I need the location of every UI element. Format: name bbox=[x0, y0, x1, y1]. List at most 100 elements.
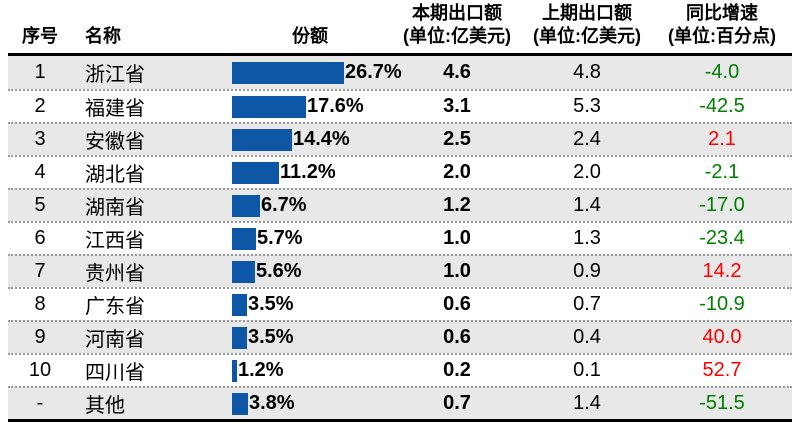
share-cell: 3.5% bbox=[228, 326, 392, 349]
header-current-export: 本期出口额 (单位:亿美元) bbox=[392, 2, 522, 48]
table-body: 1 浙江省 26.7% 4.6 4.8 -4.0 2 福建省 17.6% 3.1… bbox=[8, 56, 792, 422]
table-row: 7 贵州省 5.6% 1.0 0.9 14.2 bbox=[8, 254, 792, 287]
share-label: 5.7% bbox=[257, 227, 303, 249]
share-bar bbox=[232, 194, 260, 217]
share-label: 11.2% bbox=[280, 161, 336, 183]
previous-export-value: 0.4 bbox=[573, 326, 601, 348]
row-name: 江西省 bbox=[85, 230, 145, 252]
row-index: 1 bbox=[34, 61, 46, 83]
current-export-value: 4.6 bbox=[443, 61, 471, 83]
header-no: 序号 bbox=[22, 26, 58, 46]
header-growth-line1: 同比增速 bbox=[686, 3, 758, 23]
share-label: 3.8% bbox=[249, 392, 295, 414]
share-label: 3.5% bbox=[248, 293, 294, 315]
current-export-value: 1.2 bbox=[443, 194, 471, 216]
current-export-value: 0.6 bbox=[443, 326, 471, 348]
share-cell: 17.6% bbox=[228, 95, 392, 118]
row-index: 6 bbox=[34, 227, 46, 249]
row-index: 7 bbox=[34, 260, 46, 282]
share-bar bbox=[232, 326, 247, 349]
yoy-growth-value: 14.2 bbox=[702, 260, 742, 282]
previous-export-value: 2.0 bbox=[573, 161, 601, 183]
header-name: 名称 bbox=[85, 26, 121, 46]
current-export-value: 3.1 bbox=[443, 95, 471, 117]
share-bar bbox=[232, 293, 247, 316]
yoy-growth-value: -17.0 bbox=[699, 194, 745, 216]
current-export-value: 1.0 bbox=[443, 227, 471, 249]
share-bar bbox=[232, 61, 344, 84]
table-row: 4 湖北省 11.2% 2.0 2.0 -2.1 bbox=[8, 155, 792, 188]
table-row: 3 安徽省 14.4% 2.5 2.4 2.1 bbox=[8, 122, 792, 155]
table-row: 2 福建省 17.6% 3.1 5.3 -42.5 bbox=[8, 89, 792, 122]
current-export-value: 2.5 bbox=[443, 128, 471, 150]
share-bar bbox=[232, 392, 248, 415]
row-name: 湖南省 bbox=[85, 197, 145, 219]
row-name: 贵州省 bbox=[85, 263, 145, 285]
row-name: 河南省 bbox=[85, 329, 145, 351]
yoy-growth-value: 52.7 bbox=[702, 359, 742, 381]
share-cell: 3.8% bbox=[228, 392, 392, 415]
share-cell: 11.2% bbox=[228, 161, 392, 184]
export-share-table: 序号 名称 份额 本期出口额 (单位:亿美元) 上期出口额 (单位:亿美元) 同… bbox=[8, 0, 792, 422]
table-header: 序号 名称 份额 本期出口额 (单位:亿美元) 上期出口额 (单位:亿美元) 同… bbox=[8, 0, 792, 56]
row-index: 5 bbox=[34, 194, 46, 216]
previous-export-value: 0.7 bbox=[573, 293, 601, 315]
previous-export-value: 0.1 bbox=[573, 359, 601, 381]
share-bar bbox=[232, 161, 279, 184]
row-name: 广东省 bbox=[85, 296, 145, 318]
share-cell: 6.7% bbox=[228, 194, 392, 217]
share-cell: 26.7% bbox=[228, 61, 402, 84]
header-previous-line2: (单位:亿美元) bbox=[533, 26, 641, 46]
current-export-value: 0.6 bbox=[443, 293, 471, 315]
share-label: 17.6% bbox=[307, 95, 364, 117]
previous-export-value: 1.4 bbox=[573, 194, 601, 216]
header-current-line2: (单位:亿美元) bbox=[403, 26, 511, 46]
share-cell: 14.4% bbox=[228, 128, 392, 151]
table-row: 8 广东省 3.5% 0.6 0.7 -10.9 bbox=[8, 287, 792, 320]
header-share: 份额 bbox=[292, 26, 328, 46]
table-row: 10 四川省 1.2% 0.2 0.1 52.7 bbox=[8, 353, 792, 386]
yoy-growth-value: -10.9 bbox=[699, 293, 745, 315]
header-growth-line2: (单位:百分点) bbox=[668, 26, 776, 46]
share-cell: 5.7% bbox=[228, 227, 392, 250]
share-bar bbox=[232, 95, 306, 118]
row-index: - bbox=[36, 392, 44, 414]
share-label: 5.6% bbox=[256, 260, 302, 282]
row-index: 4 bbox=[34, 161, 46, 183]
previous-export-value: 2.4 bbox=[573, 128, 601, 150]
previous-export-value: 1.4 bbox=[573, 392, 601, 414]
yoy-growth-value: -23.4 bbox=[699, 227, 745, 249]
table-row: 9 河南省 3.5% 0.6 0.4 40.0 bbox=[8, 320, 792, 353]
current-export-value: 2.0 bbox=[443, 161, 471, 183]
yoy-growth-value: -42.5 bbox=[699, 95, 745, 117]
share-cell: 1.2% bbox=[228, 359, 392, 382]
row-name: 其他 bbox=[85, 395, 125, 417]
share-cell: 3.5% bbox=[228, 293, 392, 316]
row-name: 浙江省 bbox=[85, 64, 145, 86]
share-bar bbox=[232, 260, 255, 283]
row-name: 安徽省 bbox=[85, 131, 145, 153]
previous-export-value: 1.3 bbox=[573, 227, 601, 249]
share-bar bbox=[232, 227, 256, 250]
table-row: 1 浙江省 26.7% 4.6 4.8 -4.0 bbox=[8, 56, 792, 89]
row-index: 8 bbox=[34, 293, 46, 315]
header-yoy-growth: 同比增速 (单位:百分点) bbox=[652, 2, 792, 48]
previous-export-value: 4.8 bbox=[573, 61, 601, 83]
header-previous-export: 上期出口额 (单位:亿美元) bbox=[522, 2, 652, 48]
row-name: 四川省 bbox=[85, 362, 145, 384]
row-index: 2 bbox=[34, 95, 46, 117]
row-index: 10 bbox=[28, 359, 52, 381]
yoy-growth-value: -51.5 bbox=[699, 392, 745, 414]
share-bar bbox=[232, 359, 237, 382]
yoy-growth-value: 40.0 bbox=[702, 326, 742, 348]
yoy-growth-value: -2.1 bbox=[704, 161, 740, 183]
row-name: 湖北省 bbox=[85, 164, 145, 186]
share-bar bbox=[232, 128, 292, 151]
share-label: 1.2% bbox=[238, 359, 284, 381]
share-label: 3.5% bbox=[248, 326, 294, 348]
share-cell: 5.6% bbox=[228, 260, 392, 283]
yoy-growth-value: 2.1 bbox=[708, 128, 736, 150]
header-previous-line1: 上期出口额 bbox=[542, 3, 632, 23]
current-export-value: 0.2 bbox=[443, 359, 471, 381]
share-label: 6.7% bbox=[261, 194, 307, 216]
